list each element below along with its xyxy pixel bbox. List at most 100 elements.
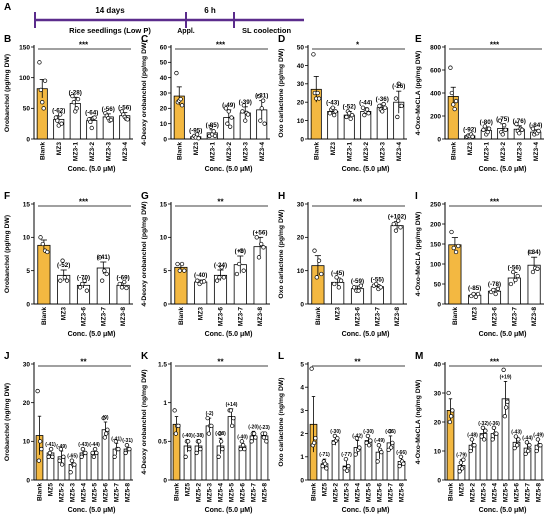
- data-point: [377, 103, 382, 109]
- panel-label-I: I: [415, 191, 418, 202]
- data-point: [479, 434, 484, 439]
- y-tick-label: 2: [300, 431, 304, 438]
- y-tick-label: 40: [434, 361, 442, 368]
- data-point: [515, 273, 520, 279]
- y-axis-label: Oxo carlactone (ng/mg DW): [278, 377, 285, 466]
- timeline-label-days: 14 days: [95, 6, 125, 15]
- y-tick-label: 1.5: [158, 361, 167, 368]
- significance-label: **: [80, 358, 87, 367]
- change-label: (-44): [522, 435, 533, 441]
- data-point: [198, 446, 203, 452]
- data-point: [530, 269, 536, 275]
- data-point: [453, 249, 459, 255]
- data-point: [40, 241, 45, 247]
- y-tick-label: 10: [23, 235, 31, 242]
- x-tick-label: MZ3-7: [511, 307, 518, 326]
- y-tick-label: 30: [23, 361, 31, 368]
- data-point: [196, 136, 201, 141]
- data-point: [239, 248, 244, 253]
- x-tick-label: MZ3: [335, 307, 342, 321]
- change-label: (-41): [45, 442, 56, 448]
- bar: [37, 244, 51, 305]
- y-tick-label: 20: [297, 235, 305, 242]
- x-tick-label: MZ5-6: [377, 483, 384, 502]
- data-point: [396, 81, 401, 86]
- change-label: (-52): [57, 262, 70, 269]
- data-point: [125, 117, 130, 122]
- data-point: [448, 65, 453, 70]
- data-point: [84, 288, 90, 293]
- data-point: [491, 287, 496, 293]
- timeline-label-hours: 6 h: [204, 6, 216, 15]
- data-point: [122, 279, 127, 285]
- data-point: [398, 454, 404, 459]
- y-tick-label: 0.5: [158, 439, 167, 446]
- data-point: [535, 437, 541, 442]
- data-point: [387, 429, 393, 434]
- data-point: [461, 457, 466, 462]
- data-point: [261, 98, 266, 103]
- x-tick-label: MZ5-4: [81, 483, 88, 502]
- x-tick-label: MZ5: [322, 483, 329, 497]
- data-point: [356, 288, 361, 293]
- data-point: [254, 235, 259, 240]
- change-label: (-79): [456, 453, 467, 459]
- data-point: [112, 454, 117, 459]
- significance-label: ***: [79, 198, 89, 207]
- y-tick-label: 0: [300, 477, 304, 484]
- data-point: [206, 431, 212, 436]
- y-tick-label: 30: [297, 201, 305, 208]
- change-label: (-20): [248, 424, 259, 430]
- x-axis-label: Conc. (5.0 μM): [342, 166, 390, 173]
- x-tick-label: Blank: [452, 307, 459, 325]
- x-tick-label: MZ5-7: [388, 483, 395, 502]
- y-axis-label: 4-Oxo-MeCLA (pg/mg DW): [415, 212, 422, 297]
- data-point: [217, 431, 223, 436]
- significance-label: **: [217, 358, 224, 367]
- data-point: [357, 445, 362, 450]
- x-tick-label: MZ5-8: [536, 483, 543, 502]
- x-tick-label: MZ3-7: [100, 307, 107, 326]
- panel-label-D: D: [278, 34, 285, 45]
- panel-label-K: K: [141, 351, 149, 362]
- change-label: (-84): [529, 122, 542, 129]
- y-tick-label: 5: [163, 268, 167, 275]
- data-point: [179, 103, 185, 108]
- y-axis-label: 4-Deoxy orobanchol (pg/mg DW): [141, 40, 148, 145]
- data-point: [527, 443, 532, 448]
- data-point: [332, 281, 337, 287]
- data-point: [62, 275, 67, 280]
- data-point: [536, 128, 541, 134]
- data-point: [259, 106, 264, 111]
- data-point: [365, 433, 371, 439]
- data-point: [502, 414, 508, 419]
- x-tick-label: MZ3: [193, 142, 200, 156]
- data-point: [174, 70, 179, 76]
- change-label: (-35): [385, 429, 396, 435]
- data-point: [196, 439, 202, 444]
- significance-label: **: [354, 358, 361, 367]
- change-label: (-44): [359, 100, 372, 107]
- data-point: [486, 126, 492, 131]
- data-point: [481, 127, 486, 132]
- data-point: [208, 124, 213, 129]
- change-label: (-48): [467, 432, 478, 438]
- data-point: [72, 462, 77, 467]
- x-tick-label: MZ3-3: [242, 142, 249, 161]
- data-point: [471, 291, 476, 297]
- y-axis-label: Orobanchol (ng/mg DW): [4, 383, 11, 461]
- y-axis-label: Oxo carlactone (pg/mg DW): [278, 48, 285, 137]
- data-point: [470, 134, 475, 139]
- data-point: [336, 285, 341, 290]
- x-tick-label: MZ5-4: [355, 483, 362, 502]
- data-point: [97, 255, 103, 260]
- y-tick-label: 20: [23, 400, 31, 407]
- y-axis-label: 4-Deoxy orobanchol (ng/mg DW): [141, 369, 148, 474]
- x-tick-label: MZ3: [56, 142, 63, 156]
- data-point: [452, 106, 457, 112]
- x-tick-label: MZ3-2: [226, 142, 233, 161]
- change-label: (-71): [319, 452, 330, 458]
- data-point: [40, 100, 45, 105]
- data-point: [453, 98, 459, 104]
